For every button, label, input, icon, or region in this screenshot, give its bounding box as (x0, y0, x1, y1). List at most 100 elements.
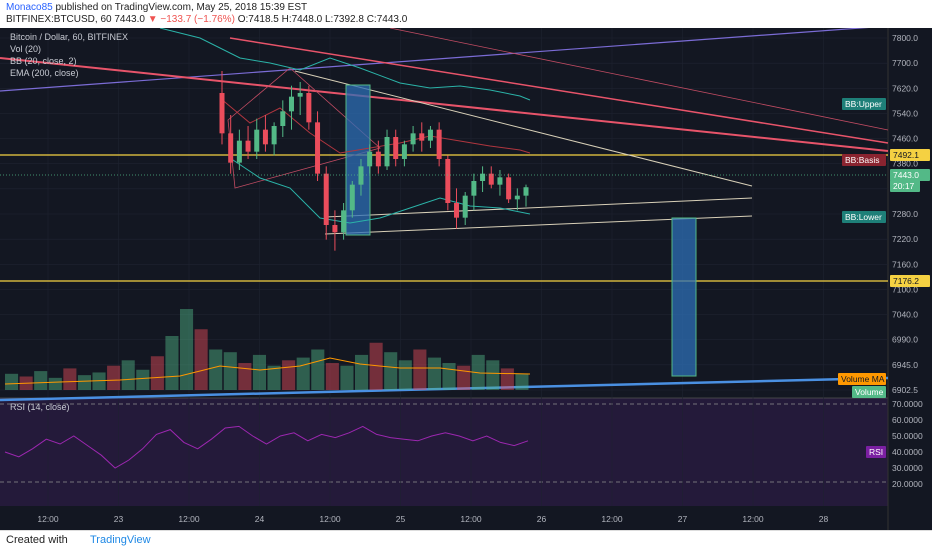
price-tick-label: 6990.0 (892, 335, 918, 345)
price-tick-label: 7380.0 (892, 159, 918, 169)
bb-upper-line (159, 27, 531, 101)
price-tick-label: 7040.0 (892, 310, 918, 320)
time-tick-label: 12:00 (601, 514, 623, 524)
bb-basis-line (219, 97, 531, 154)
candle-body (288, 96, 294, 112)
candle-body (219, 93, 225, 134)
volume-bar (77, 375, 91, 390)
resistance-trendline-3 (389, 27, 889, 131)
rsi-tick-label: 30.0000 (892, 463, 923, 473)
bb-lower-tag-bg (842, 211, 886, 223)
time-tick-label: 24 (255, 514, 265, 524)
volume-bar (48, 377, 62, 390)
volume-bar (252, 354, 266, 390)
price-change: ▼ −133.7 (−1.76%) (147, 14, 235, 25)
time-tick-label: 12:00 (319, 514, 341, 524)
price-chart[interactable]: 7800.07700.07620.07540.07460.07380.07330… (0, 25, 932, 530)
triangle-lower (324, 197, 753, 218)
volume-bar (5, 373, 19, 390)
rsi-tag-bg (866, 446, 886, 458)
price-tick-label: 7540.0 (892, 108, 918, 118)
volume-bar (296, 357, 310, 390)
volume-bar (34, 371, 48, 390)
candle-body (323, 173, 329, 225)
candles (219, 71, 529, 251)
tradingview-brand[interactable]: TradingView (90, 534, 151, 546)
price-tick-label: 6902.5 (892, 385, 918, 395)
time-axis: 12:00 23 12:00 24 12:00 25 12:00 26 12:00 27 12:00… (37, 514, 828, 524)
candle-body (341, 210, 347, 233)
candle-body (393, 137, 399, 159)
time-tick-label: 28 (819, 514, 829, 524)
volume-bar (165, 336, 179, 390)
chart-area[interactable]: 7800.07700.07620.07540.07460.07380.07330… (0, 25, 932, 530)
time-tick-label: 27 (678, 514, 688, 524)
candle-body (384, 137, 390, 167)
level-high-tag-bg (890, 149, 930, 161)
volume-ma-tag-bg (838, 373, 886, 385)
volume-bar (413, 349, 427, 390)
rsi-tag: RSI (869, 447, 883, 457)
volume-bar (121, 360, 135, 390)
candle-body (480, 173, 486, 181)
price-now-tag: 7443.0 (893, 170, 919, 180)
candle-body (254, 129, 260, 152)
legend-bb: BB (20, close, 2) (10, 56, 77, 66)
candle-body (271, 126, 277, 145)
candle-body (297, 93, 303, 97)
volume-bar (515, 373, 529, 390)
volume-bar (209, 349, 223, 390)
volume-tag-bg (852, 386, 886, 398)
triangle-upper (294, 70, 753, 187)
red-channel (227, 67, 381, 189)
price-tick-label: 7800.0 (892, 33, 918, 43)
published-text: published on TradingView.com, May 25, 20… (55, 2, 308, 13)
candle-body (332, 225, 338, 233)
volume-bar (398, 360, 412, 390)
time-tick-label: 23 (114, 514, 124, 524)
legend-ema: EMA (200, close) (10, 68, 79, 78)
volume-tag: Volume (855, 387, 884, 397)
level-low-tag-bg (890, 275, 930, 287)
candle-body (436, 129, 442, 159)
candle-body (245, 140, 251, 152)
drawings (0, 25, 889, 402)
legend-title: Bitcoin / Dollar, 60, BITFINEX (10, 32, 129, 42)
rsi-tick-label: 60.0000 (892, 415, 923, 425)
price-tick-label: 7220.0 (892, 234, 918, 244)
level-high-tag: 7492.1 (893, 150, 919, 160)
symbol-line: BITFINEX:BTCUSD, 60 (6, 14, 112, 25)
candle-body (367, 151, 373, 167)
price-axis: 7800.07700.07620.07540.07460.07380.07330… (892, 33, 918, 395)
candle-body (236, 140, 242, 163)
measure-box-1 (345, 84, 371, 236)
time-tick-label: 25 (396, 514, 406, 524)
volume-bar (92, 372, 106, 390)
candle-body (488, 173, 494, 185)
volume-bar (223, 352, 237, 390)
rsi-tick-label: 40.0000 (892, 447, 923, 457)
price-tick-label: 7700.0 (892, 58, 918, 68)
volume-bar (500, 368, 514, 390)
candle-body (427, 129, 433, 141)
bb-lower-tag: BB:Lower (845, 212, 882, 222)
volume-bar (150, 356, 164, 390)
footer-bar: Created with TradingView (0, 530, 932, 551)
candle-body (454, 203, 460, 218)
author-link[interactable]: Monaco85 (6, 2, 53, 13)
candle-body (523, 187, 529, 196)
candle-body (497, 177, 503, 185)
countdown-tag: 20:17 (893, 181, 915, 191)
volume-bar (355, 354, 369, 390)
volume-bar (340, 365, 354, 390)
resistance-trendline (0, 57, 889, 152)
price-tick-label: 7100.0 (892, 284, 918, 294)
candle-body (471, 181, 477, 196)
rsi-pane (0, 398, 888, 506)
rsi-axis: 70.0000 60.0000 50.0000 40.0000 30.0000 20.00… (892, 399, 923, 489)
volume-bar (457, 365, 471, 390)
axis-tags: BB:Upper BB:Basis BB:Lower 7492.1 7443.020:1… (838, 98, 930, 458)
volume-bar (486, 360, 500, 390)
time-tick-label: 12:00 (460, 514, 482, 524)
volume-bar (136, 369, 150, 390)
